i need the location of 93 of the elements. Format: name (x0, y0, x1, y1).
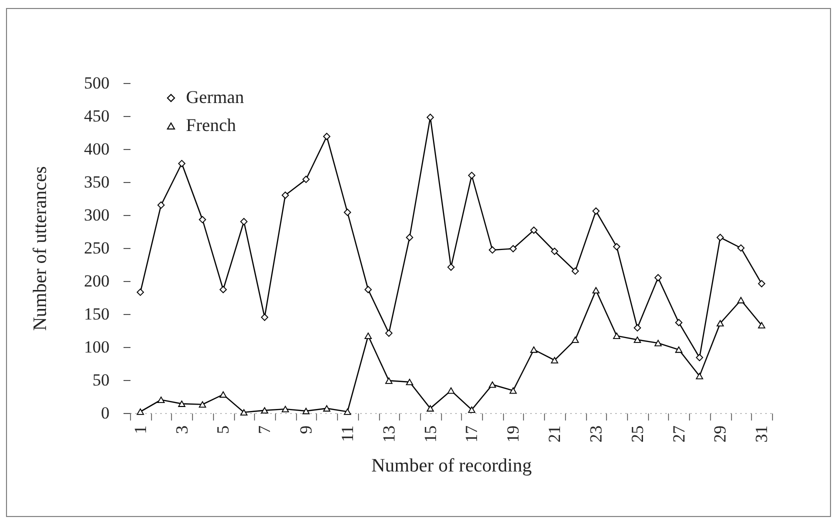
point (634, 336, 641, 343)
point (344, 408, 352, 415)
point (468, 172, 476, 180)
x-tick-label: 31 (752, 426, 772, 442)
y-tick-label: 300 (84, 206, 110, 224)
point (240, 218, 248, 226)
point (364, 286, 372, 294)
y-tick-label: 100 (84, 338, 110, 356)
point (654, 274, 662, 282)
x-tick-label: 25 (628, 426, 647, 442)
x-tick-label: 11 (338, 426, 357, 442)
point (385, 377, 392, 384)
point (282, 406, 289, 412)
point (323, 132, 330, 140)
point (178, 400, 186, 407)
point (136, 288, 144, 296)
y-tick-label: 0 (101, 404, 110, 422)
point (323, 405, 330, 412)
point (634, 324, 641, 332)
y-tick-label: 400 (84, 140, 110, 158)
point (468, 406, 476, 413)
x-tick-label: 15 (420, 426, 440, 442)
point (261, 407, 268, 414)
y-tick-label: 250 (84, 238, 110, 258)
point (240, 409, 248, 416)
point (447, 387, 455, 394)
point (572, 336, 579, 343)
x-tick-label: 27 (669, 425, 688, 442)
point (220, 391, 227, 398)
point (488, 381, 496, 388)
point (592, 287, 600, 294)
point (426, 114, 434, 121)
point (675, 318, 682, 326)
x-tick-label: 23 (586, 426, 606, 442)
point (737, 244, 745, 252)
y-axis-title: Number of utterances (30, 166, 51, 331)
x-tick-label: 19 (504, 426, 523, 442)
point (675, 346, 682, 353)
point (696, 372, 704, 380)
point (157, 396, 165, 403)
point (696, 354, 704, 362)
point (758, 322, 766, 328)
point (198, 401, 206, 408)
point (613, 243, 620, 250)
point (344, 208, 352, 216)
x-tick-label: 21 (545, 426, 564, 442)
x-axis-title: Number of recording (371, 456, 532, 476)
point (510, 245, 517, 252)
x-tick-label: 5 (214, 426, 233, 434)
point (302, 176, 310, 183)
point (530, 346, 538, 353)
x-tick-label: 29 (710, 426, 730, 442)
point (613, 332, 620, 339)
point (220, 286, 227, 294)
point (406, 378, 414, 386)
point (654, 340, 662, 346)
x-tick-label: 17 (462, 425, 482, 442)
x-tick-label: 13 (379, 426, 398, 442)
y-tick-label: 450 (84, 106, 110, 126)
y-tick-label: 200 (84, 272, 110, 290)
point (406, 234, 414, 242)
legend-label: German (186, 87, 244, 107)
point (716, 234, 724, 242)
point (716, 320, 724, 326)
point (157, 201, 165, 209)
point (592, 207, 600, 215)
point (737, 296, 745, 304)
y-tick-label: 150 (84, 304, 110, 324)
point (426, 405, 434, 412)
point (510, 387, 517, 394)
point (364, 332, 372, 339)
point (758, 280, 766, 288)
point (178, 160, 186, 168)
point (550, 357, 558, 364)
point (447, 264, 455, 271)
point (261, 314, 268, 321)
point (198, 216, 206, 224)
point (550, 248, 558, 255)
point (302, 408, 310, 414)
point (282, 192, 289, 199)
point (385, 330, 392, 337)
y-tick-label: 500 (84, 74, 110, 92)
point (530, 226, 538, 234)
point (572, 267, 579, 275)
x-tick-label: 3 (172, 426, 192, 434)
x-tick-label: 9 (296, 426, 316, 434)
point (136, 408, 144, 415)
point (488, 246, 496, 254)
x-tick-label: 7 (255, 425, 274, 434)
legend-label: French (186, 115, 236, 135)
y-tick-label: 50 (92, 370, 110, 390)
x-tick-label: 1 (130, 426, 150, 434)
y-tick-label: 350 (84, 172, 110, 192)
